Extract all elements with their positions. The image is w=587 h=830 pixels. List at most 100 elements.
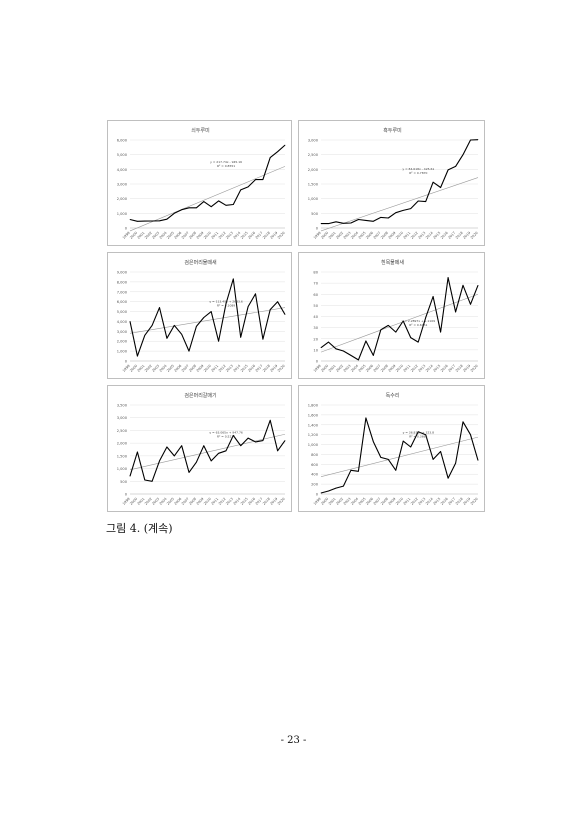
data-point (144, 220, 146, 222)
x-tick-label: 2006 (173, 364, 182, 373)
x-tick-label: 2017 (447, 497, 456, 506)
chart-title: 쇠두루미 (191, 127, 209, 134)
x-tick-label: 2003 (343, 497, 352, 506)
data-point (240, 336, 242, 338)
data-point (284, 314, 286, 315)
data-point (402, 210, 404, 211)
data-point (262, 338, 264, 340)
x-tick-label: 2002 (335, 497, 344, 506)
data-point (387, 459, 389, 460)
x-tick-label: 2000 (129, 231, 138, 240)
trendline (320, 177, 479, 232)
x-tick-label: 2012 (218, 364, 227, 373)
x-tick-label: 2006 (173, 231, 182, 240)
y-tick-label: 1,400 (308, 423, 319, 427)
data-point (225, 303, 227, 304)
data-point (387, 217, 389, 219)
data-point (432, 296, 434, 297)
data-point (137, 220, 138, 222)
data-point (166, 337, 168, 339)
data-point (455, 311, 456, 313)
data-point (350, 469, 352, 471)
data-point (232, 435, 234, 436)
data-point (425, 201, 427, 202)
figure-caption: 그림 4. (계속) (106, 522, 173, 535)
data-point (181, 445, 183, 447)
x-tick-label: 1999 (313, 497, 322, 506)
x-tick-label: 2010 (395, 364, 404, 373)
data-point (387, 325, 389, 326)
data-point (151, 220, 153, 222)
x-tick-label: 2004 (159, 364, 168, 373)
chart-panel-3: 검은머리물떼새 0 1,000 2,000 3,000 4,000 5,000 6,000 7,… (107, 252, 292, 379)
y-tick-label: 1,600 (308, 413, 319, 417)
data-point (447, 477, 449, 479)
x-tick-label: 2003 (151, 497, 160, 506)
x-tick-label: 2013 (417, 231, 426, 240)
x-tick-label: 2004 (159, 231, 168, 240)
data-point (395, 212, 397, 214)
x-tick-label: 2008 (188, 231, 197, 240)
data-point (350, 222, 352, 224)
x-tick-label: 2009 (196, 364, 205, 373)
x-tick-label: 2019 (462, 231, 471, 240)
x-tick-label: 2000 (320, 364, 329, 373)
y-tick-label: 3,500 (117, 404, 128, 408)
series-line (129, 144, 286, 222)
data-point (203, 317, 205, 318)
x-tick-label: 2012 (410, 364, 419, 373)
data-point (262, 440, 264, 441)
x-tick-label: 2012 (218, 231, 227, 240)
x-tick-label: 2013 (225, 497, 234, 506)
x-tick-label: 2014 (232, 364, 241, 373)
data-point (188, 350, 190, 352)
data-point (262, 179, 264, 180)
x-tick-label: 2001 (137, 231, 146, 240)
data-point (455, 462, 456, 464)
x-tick-label: 2020 (277, 497, 286, 506)
data-point (144, 334, 146, 336)
data-point (417, 200, 419, 202)
x-tick-label: 2000 (320, 497, 329, 506)
series-line (320, 417, 479, 494)
data-point (166, 446, 168, 448)
chart-title: 검은머리갈매기 (184, 392, 216, 399)
data-point (417, 341, 419, 343)
data-point (425, 434, 427, 436)
x-tick-label: 2001 (328, 231, 337, 240)
y-tick-label: 2,000 (308, 168, 319, 172)
chart-panel-5: 검은머리갈매기 0 500 1,000 1,500 2,000 2,500 3,000 3,50… (107, 385, 292, 512)
y-tick-label: 2,500 (308, 153, 319, 157)
data-point (151, 325, 153, 326)
y-tick-label: 50 (313, 304, 318, 308)
x-tick-label: 2001 (137, 497, 146, 506)
x-tick-label: 2007 (373, 231, 382, 240)
data-point (196, 326, 197, 327)
x-tick-label: 2007 (181, 497, 190, 506)
data-point (358, 359, 359, 361)
trend-r-squared: R² = 0.7870 (409, 171, 427, 175)
line-chart-5: 검은머리갈매기 0 500 1,000 1,500 2,000 2,500 3,000 3,50… (117, 392, 286, 506)
data-point (320, 492, 322, 494)
x-tick-label: 2006 (365, 364, 374, 373)
data-point (203, 445, 205, 447)
y-tick-label: 6,000 (117, 139, 128, 143)
x-tick-label: 2017 (447, 364, 456, 373)
x-tick-label: 2020 (277, 231, 286, 240)
data-point (320, 347, 322, 348)
y-tick-label: 1,000 (308, 443, 319, 447)
data-point (218, 200, 219, 202)
chart-panel-6: 독수리 0 200 400 600 800 1,000 1,200 1,400 1,600 1,80… (298, 385, 485, 512)
y-tick-label: 40 (313, 315, 318, 319)
x-tick-label: 2006 (365, 497, 374, 506)
data-point (144, 479, 146, 481)
data-point (395, 469, 397, 471)
y-tick-label: 1,000 (117, 350, 128, 354)
x-tick-label: 2002 (335, 364, 344, 373)
x-tick-label: 2005 (166, 364, 175, 373)
x-tick-label: 2019 (269, 231, 278, 240)
x-tick-label: 2002 (144, 364, 153, 373)
data-point (432, 459, 434, 460)
data-point (240, 189, 242, 191)
x-tick-label: 2009 (196, 231, 205, 240)
